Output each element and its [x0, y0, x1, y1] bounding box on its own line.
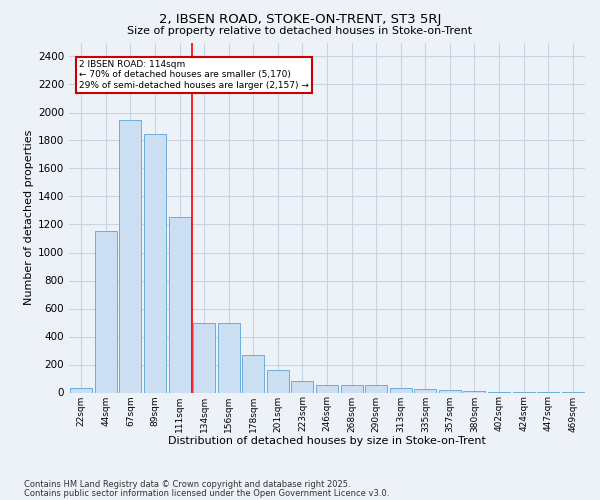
Bar — [95, 232, 117, 392]
Bar — [119, 120, 142, 392]
Bar — [169, 218, 191, 392]
Bar — [70, 388, 92, 392]
Bar — [193, 322, 215, 392]
Bar — [242, 356, 265, 393]
Y-axis label: Number of detached properties: Number of detached properties — [24, 130, 34, 305]
Bar — [292, 382, 313, 392]
X-axis label: Distribution of detached houses by size in Stoke-on-Trent: Distribution of detached houses by size … — [168, 436, 486, 446]
Bar — [389, 388, 412, 392]
Text: 2, IBSEN ROAD, STOKE-ON-TRENT, ST3 5RJ: 2, IBSEN ROAD, STOKE-ON-TRENT, ST3 5RJ — [159, 12, 441, 26]
Bar — [218, 322, 240, 392]
Text: Contains HM Land Registry data © Crown copyright and database right 2025.: Contains HM Land Registry data © Crown c… — [24, 480, 350, 489]
Bar — [144, 134, 166, 392]
Bar — [341, 385, 362, 392]
Text: Contains public sector information licensed under the Open Government Licence v3: Contains public sector information licen… — [24, 489, 389, 498]
Bar — [316, 385, 338, 392]
Text: 2 IBSEN ROAD: 114sqm
← 70% of detached houses are smaller (5,170)
29% of semi-de: 2 IBSEN ROAD: 114sqm ← 70% of detached h… — [79, 60, 309, 90]
Bar — [439, 390, 461, 392]
Text: Size of property relative to detached houses in Stoke-on-Trent: Size of property relative to detached ho… — [127, 26, 473, 36]
Bar — [414, 389, 436, 392]
Bar — [365, 385, 387, 392]
Bar — [267, 370, 289, 392]
